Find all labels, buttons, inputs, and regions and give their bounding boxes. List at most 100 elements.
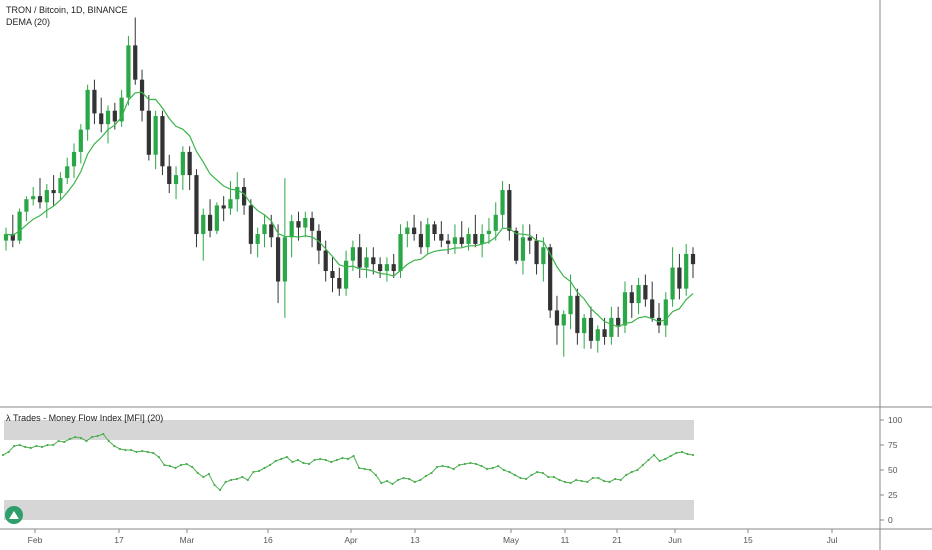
candle-body[interactable] xyxy=(595,329,600,341)
candle-body[interactable] xyxy=(167,166,172,185)
candle-body[interactable] xyxy=(282,237,287,282)
candle-body[interactable] xyxy=(58,178,63,194)
candle-body[interactable] xyxy=(575,295,580,334)
candle-body[interactable] xyxy=(207,214,213,231)
candle-body[interactable] xyxy=(391,264,396,272)
candle-body[interactable] xyxy=(241,187,247,206)
candle-body[interactable] xyxy=(24,199,29,212)
candle-body[interactable] xyxy=(309,217,315,231)
candle-body[interactable] xyxy=(255,234,260,244)
candle-body[interactable] xyxy=(548,247,553,311)
candle-body[interactable] xyxy=(534,240,539,265)
candle-body[interactable] xyxy=(622,292,628,326)
candle-body[interactable] xyxy=(105,110,111,125)
candle-body[interactable] xyxy=(180,151,185,176)
candle-body[interactable] xyxy=(452,237,458,244)
candle-body[interactable] xyxy=(303,217,308,228)
candle-body[interactable] xyxy=(119,97,124,122)
candle-body[interactable] xyxy=(670,267,675,300)
candle-body[interactable] xyxy=(500,190,505,215)
candle-body[interactable] xyxy=(636,285,641,304)
candle-body[interactable] xyxy=(378,264,383,272)
candle-body[interactable] xyxy=(85,89,90,130)
candle-body[interactable] xyxy=(31,196,36,200)
mfi-indicator-label[interactable]: λ Trades - Money Flow Index [MFI] (20) xyxy=(6,413,164,423)
candle-body[interactable] xyxy=(480,234,485,244)
candle-body[interactable] xyxy=(65,166,70,179)
dema-indicator-label[interactable]: DEMA (20) xyxy=(6,17,51,27)
candle-body[interactable] xyxy=(554,310,560,326)
candle-body[interactable] xyxy=(514,230,519,261)
candle-body[interactable] xyxy=(690,253,696,265)
candle-body[interactable] xyxy=(160,116,165,167)
candle-body[interactable] xyxy=(187,151,192,176)
candle-body[interactable] xyxy=(17,211,22,241)
candle-body[interactable] xyxy=(10,234,15,241)
candle-body[interactable] xyxy=(194,175,199,235)
candle-body[interactable] xyxy=(398,234,403,272)
candle-body[interactable] xyxy=(650,299,655,318)
candle-body[interactable] xyxy=(112,110,117,122)
mfi-legend[interactable]: λ Trades - Money Flow Index [MFI] (20) xyxy=(6,412,163,424)
candle-body[interactable] xyxy=(371,257,376,265)
dema-line[interactable] xyxy=(5,91,694,328)
candle-body[interactable] xyxy=(139,79,145,111)
candle-body[interactable] xyxy=(663,299,668,326)
candle-body[interactable] xyxy=(384,264,390,272)
candle-body[interactable] xyxy=(248,205,253,244)
candle-body[interactable] xyxy=(153,116,158,155)
candle-body[interactable] xyxy=(446,240,451,244)
candle-body[interactable] xyxy=(541,247,546,265)
candle-body[interactable] xyxy=(343,260,349,289)
candle-body[interactable] xyxy=(527,237,532,241)
candle-body[interactable] xyxy=(221,205,226,209)
candle-body[interactable] xyxy=(629,292,634,304)
candle-body[interactable] xyxy=(350,247,356,261)
candle-body[interactable] xyxy=(37,196,43,203)
candle-body[interactable] xyxy=(609,317,614,337)
candle-body[interactable] xyxy=(323,250,328,272)
candle-body[interactable] xyxy=(330,271,335,279)
candle-body[interactable] xyxy=(364,257,369,268)
candle-body[interactable] xyxy=(133,45,138,80)
candle-body[interactable] xyxy=(173,175,179,185)
candle-body[interactable] xyxy=(418,234,424,248)
candle-body[interactable] xyxy=(71,151,77,167)
candle-body[interactable] xyxy=(412,227,417,235)
candle-body[interactable] xyxy=(357,247,362,268)
candle-body[interactable] xyxy=(214,205,219,231)
candle-body[interactable] xyxy=(92,89,97,114)
candle-body[interactable] xyxy=(561,314,566,326)
candle-body[interactable] xyxy=(616,317,621,326)
candle-body[interactable] xyxy=(44,190,49,203)
candle-body[interactable] xyxy=(99,113,104,125)
candle-body[interactable] xyxy=(126,45,131,98)
candle-body[interactable] xyxy=(493,214,498,231)
candle-body[interactable] xyxy=(78,129,83,152)
mfi-line[interactable] xyxy=(2,433,694,491)
candle-body[interactable] xyxy=(459,237,464,244)
candle-body[interactable] xyxy=(3,234,9,241)
candle-body[interactable] xyxy=(466,234,471,244)
candle-body[interactable] xyxy=(201,214,206,235)
candle-body[interactable] xyxy=(677,267,682,289)
candle-body[interactable] xyxy=(473,234,478,244)
candle-body[interactable] xyxy=(439,234,444,241)
candle-body[interactable] xyxy=(643,285,648,300)
candle-body[interactable] xyxy=(568,295,573,315)
candle-body[interactable] xyxy=(602,329,607,337)
candle-body[interactable] xyxy=(275,237,281,282)
candle-body[interactable] xyxy=(582,317,587,334)
candle-body[interactable] xyxy=(296,221,301,228)
candle-body[interactable] xyxy=(262,224,267,235)
candle-body[interactable] xyxy=(146,110,151,155)
candle-body[interactable] xyxy=(425,224,430,248)
symbol-title[interactable]: TRON / Bitcoin, 1D, BINANCE xyxy=(6,5,128,15)
candle-body[interactable] xyxy=(235,187,240,200)
candle-body[interactable] xyxy=(432,224,437,235)
candle-body[interactable] xyxy=(684,253,689,289)
candle-body[interactable] xyxy=(228,199,233,209)
candle-body[interactable] xyxy=(588,317,594,341)
candle-body[interactable] xyxy=(405,227,410,235)
